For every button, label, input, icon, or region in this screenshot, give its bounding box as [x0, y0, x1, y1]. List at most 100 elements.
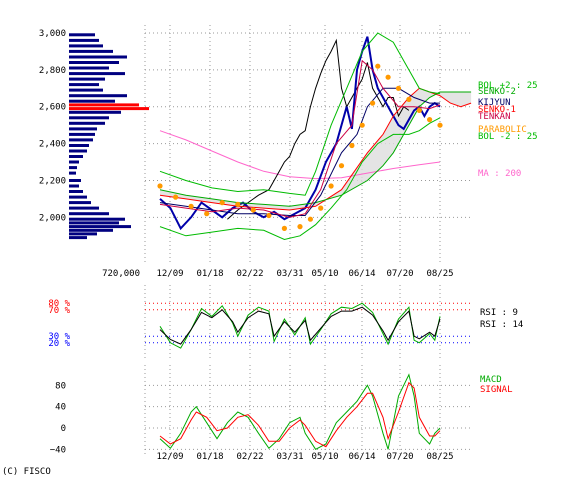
rsi-level-label: 70 % — [48, 306, 70, 316]
parabolic-dot — [328, 183, 334, 189]
legend-entry: BOL +2 : 25 — [478, 81, 538, 91]
x-tick-label: 08/25 — [426, 269, 453, 279]
volume-profile-bar — [69, 225, 131, 229]
volume-profile-bar — [69, 132, 95, 136]
volume-profile-bar — [69, 179, 81, 182]
series-line-bol-2 — [159, 117, 441, 241]
x-tick-label: 01/18 — [196, 269, 223, 279]
macd-legend-entry: MACD — [480, 375, 502, 385]
parabolic-dot — [235, 201, 241, 207]
macd-line — [159, 373, 441, 450]
rsi-line — [159, 306, 441, 345]
volume-profile-bar — [69, 236, 87, 240]
macd-x-tick-label: 06/14 — [348, 452, 375, 462]
volume-profile-bar — [69, 171, 76, 175]
price-tick-label: 2,400 — [39, 140, 66, 150]
volume-profile-bar — [69, 195, 87, 199]
volume-profile-label: 720,000 — [102, 269, 140, 279]
parabolic-dot — [385, 74, 391, 80]
volume-profile-bar — [69, 221, 119, 225]
rsi-legend-entry: RSI : 14 — [480, 320, 523, 330]
macd-x-tick-label: 05/10 — [311, 452, 338, 462]
volume-profile-bar — [69, 38, 99, 42]
macd-x-tick-label: 07/20 — [386, 452, 413, 462]
volume-profile-bar — [69, 88, 103, 92]
parabolic-dot — [204, 211, 210, 217]
price-tick-label: 2,600 — [39, 103, 66, 113]
volume-profile-bar — [69, 144, 89, 147]
parabolic-dot — [297, 224, 303, 230]
parabolic-dot — [406, 96, 412, 102]
x-tick-label: 03/31 — [276, 269, 303, 279]
legend-entry: TENKAN — [478, 112, 511, 122]
volume-profile-bar — [69, 44, 103, 48]
series-line-senko-2 — [159, 91, 472, 207]
series-line-kijyun — [159, 87, 440, 216]
volume-profile-bar — [69, 190, 83, 193]
volume-profile-bar — [69, 184, 79, 188]
volume-profile-bar — [69, 99, 115, 103]
volume-profile-bar — [69, 77, 105, 81]
macd-tick-label: −40 — [50, 445, 66, 455]
volume-profile-bar — [69, 94, 127, 98]
rsi-panel: 80 %70 % 30 %20 % RSI : 9 RSI : 14 — [48, 285, 523, 360]
macd-tick-label: 40 — [55, 403, 66, 413]
parabolic-dot — [375, 63, 381, 69]
parabolic-dot — [370, 100, 376, 106]
parabolic-dot — [281, 225, 287, 231]
macd-panel: 80 40 0 −40 12/09 01/18 02/22 03/31 05/10 06/14 07… — [50, 365, 513, 462]
parabolic-dot — [250, 207, 256, 213]
parabolic-dot — [266, 212, 272, 219]
volume-profile-bar — [69, 103, 139, 107]
rsi-level-label: 80 % — [48, 299, 70, 309]
series-line-ma-200 — [159, 130, 441, 180]
x-tick-label: 02/22 — [236, 269, 263, 279]
volume-profile-bar — [69, 201, 91, 205]
macd-x-tick-label: 03/31 — [276, 452, 303, 462]
macd-x-tick-label: 01/18 — [196, 452, 223, 462]
volume-profile-bar — [69, 127, 97, 131]
volume-profile-bar — [69, 116, 109, 120]
volume-profile-bar — [69, 55, 127, 59]
macd-legend-entry: SIGNAL — [480, 385, 513, 395]
parabolic-dot — [359, 122, 365, 128]
legend-entry: BOL -2 : 25 — [478, 132, 538, 142]
parabolic-dot — [395, 85, 402, 91]
legend-entry: PARABOLIC — [478, 125, 527, 135]
volume-profile-bar — [69, 232, 97, 236]
series-line-chikou — [227, 38, 410, 220]
volume-profile-bar — [69, 61, 119, 64]
macd-line — [159, 381, 441, 448]
rsi-level-label: 20 % — [48, 339, 70, 349]
parabolic-dot — [318, 205, 324, 211]
macd-x-tick-label: 02/22 — [236, 452, 263, 462]
price-tick-label: 2,800 — [39, 66, 66, 76]
price-tick-label: 2,200 — [39, 176, 66, 186]
x-tick-label: 07/20 — [386, 269, 413, 279]
legend-entry: KIJYUN — [478, 98, 511, 108]
volume-profile-bar — [69, 107, 149, 111]
price-tick-label: 3,000 — [39, 29, 66, 39]
legend-entry: SENKO-2 — [478, 87, 516, 97]
volume-profile-bar — [69, 166, 77, 170]
macd-x-tick-label: 08/25 — [426, 452, 453, 462]
volume-profile-bar — [69, 149, 87, 153]
volume-profile-bar — [69, 160, 79, 164]
volume-profile-bar — [69, 72, 125, 76]
legend-entry: SENKO-1 — [478, 105, 516, 115]
parabolic-dot — [437, 122, 443, 128]
price-tick-label: 2,000 — [39, 213, 66, 223]
macd-tick-label: 0 — [61, 424, 66, 434]
copyright-text: (C) FISCO — [2, 467, 51, 477]
macd-x-tick-label: 12/09 — [156, 452, 183, 462]
parabolic-dot — [427, 117, 433, 123]
parabolic-dot — [307, 216, 313, 222]
volume-profile-bar — [69, 49, 113, 53]
x-tick-label: 06/14 — [348, 269, 375, 279]
parabolic-dot — [219, 200, 225, 206]
parabolic-dot — [416, 107, 422, 113]
volume-profile-bar — [69, 110, 121, 114]
x-tick-label: 05/10 — [311, 269, 338, 279]
parabolic-dot — [349, 142, 355, 149]
